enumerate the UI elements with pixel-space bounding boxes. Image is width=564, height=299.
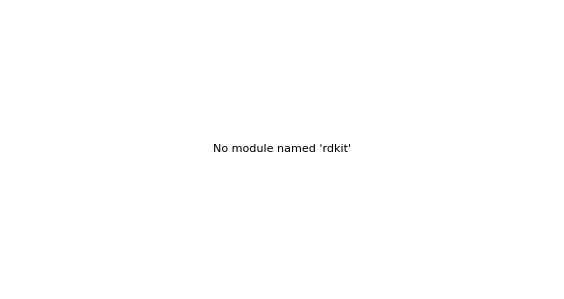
Text: No module named 'rdkit': No module named 'rdkit'	[213, 144, 351, 155]
